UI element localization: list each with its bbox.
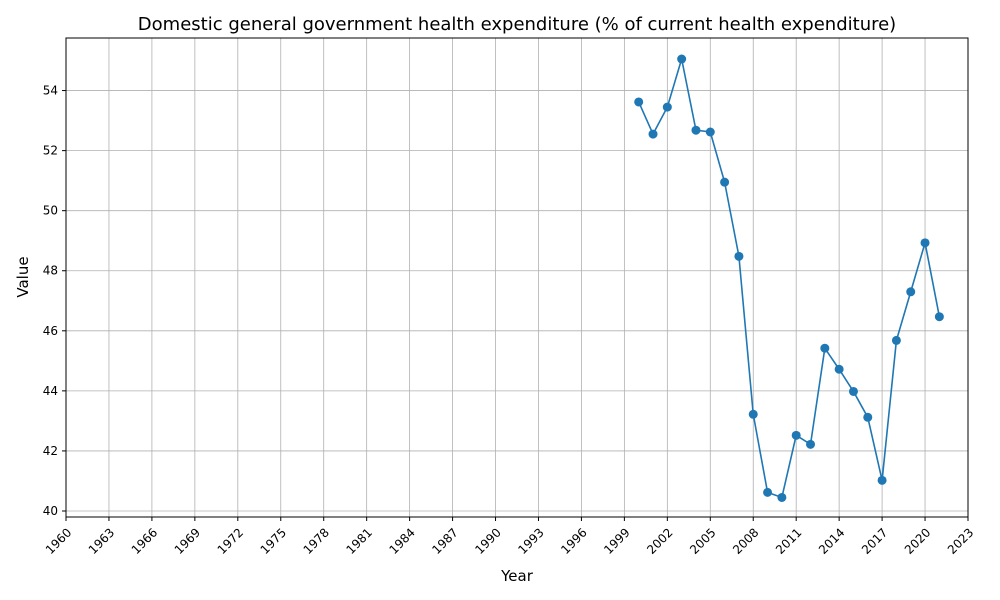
data-point xyxy=(806,439,816,449)
y-tick-label: 44 xyxy=(43,384,58,398)
x-tick-label: 2023 xyxy=(945,525,976,556)
x-tick-label: 1963 xyxy=(86,525,117,556)
x-axis-label: Year xyxy=(500,567,534,585)
x-tick-label: 2011 xyxy=(773,525,804,556)
y-tick-label: 48 xyxy=(43,264,58,278)
x-tick-label: 1984 xyxy=(386,525,417,556)
data-point xyxy=(763,487,773,497)
data-series xyxy=(634,54,944,502)
data-point xyxy=(748,409,758,419)
data-point xyxy=(677,54,687,64)
x-tick-label: 1987 xyxy=(429,525,460,556)
x-tick-label: 2020 xyxy=(902,525,933,556)
x-tick-label: 2002 xyxy=(644,525,675,556)
data-point xyxy=(863,412,873,422)
y-tick-label: 42 xyxy=(43,444,58,458)
data-point xyxy=(934,312,944,322)
y-tick-label: 46 xyxy=(43,324,58,338)
y-tick-label: 40 xyxy=(43,504,58,518)
x-tick-label: 1978 xyxy=(301,525,332,556)
x-tick-label: 1993 xyxy=(515,525,546,556)
y-axis-label: Value xyxy=(14,256,32,297)
x-tick-label: 1990 xyxy=(472,525,503,556)
x-tick-label: 2014 xyxy=(816,525,847,556)
data-point xyxy=(848,386,858,396)
axis-ticks: 1960 1963 1966 1969 1972 1975 1978 1981 1984 1987… xyxy=(43,84,977,557)
x-tick-label: 2005 xyxy=(687,525,718,556)
y-tick-label: 54 xyxy=(43,84,58,98)
x-tick-label: 1975 xyxy=(258,525,289,556)
x-tick-label: 2017 xyxy=(859,525,890,556)
data-point xyxy=(705,127,715,137)
data-point xyxy=(691,125,701,135)
data-point xyxy=(834,364,844,374)
plot-area-frame xyxy=(65,37,969,518)
data-point xyxy=(634,97,644,107)
x-tick-label: 1960 xyxy=(43,525,74,556)
data-point xyxy=(777,492,787,502)
data-point xyxy=(791,430,801,440)
data-point xyxy=(906,287,916,297)
data-point xyxy=(734,251,744,261)
data-point xyxy=(662,102,672,112)
x-tick-label: 1972 xyxy=(215,525,246,556)
data-point xyxy=(720,177,730,187)
x-tick-label: 1996 xyxy=(558,525,589,556)
y-tick-label: 52 xyxy=(43,144,58,158)
y-tick-label: 50 xyxy=(43,204,58,218)
data-point xyxy=(877,475,887,485)
x-tick-label: 1966 xyxy=(129,525,160,556)
data-point xyxy=(891,335,901,345)
grid xyxy=(65,38,969,517)
data-point xyxy=(648,129,658,139)
data-point xyxy=(920,238,930,248)
data-point xyxy=(820,343,830,353)
x-tick-label: 1969 xyxy=(172,525,203,556)
x-tick-label: 1999 xyxy=(601,525,632,556)
chart-title: Domestic general government health expen… xyxy=(138,14,896,35)
x-tick-label: 1981 xyxy=(344,525,375,556)
x-tick-label: 2008 xyxy=(730,525,761,556)
series-line xyxy=(637,58,941,499)
